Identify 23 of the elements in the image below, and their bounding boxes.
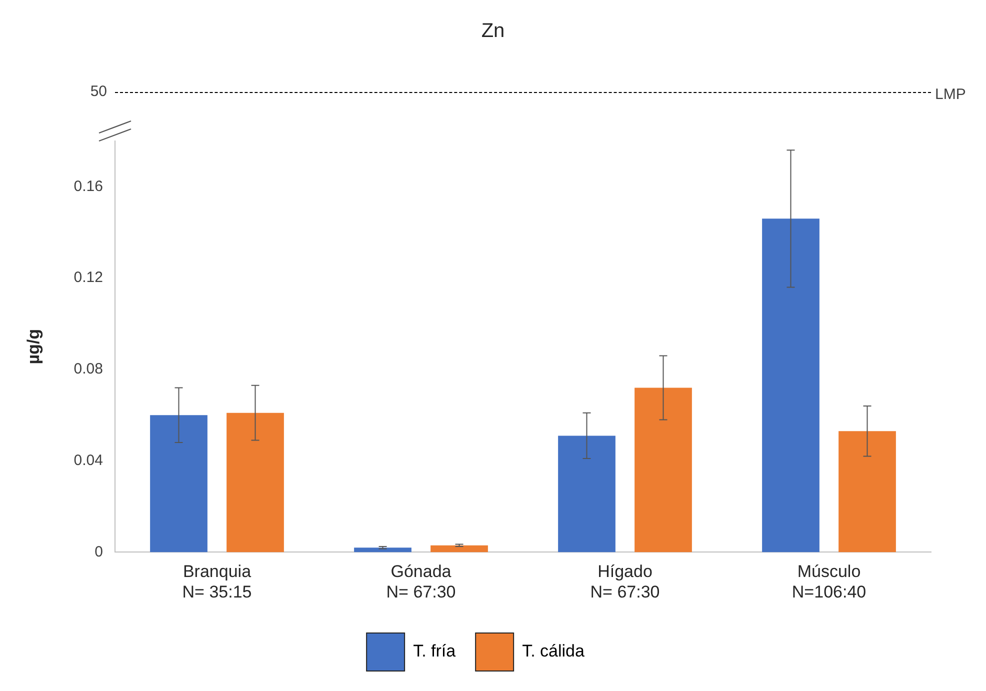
bar: [226, 412, 284, 552]
bar: [354, 548, 412, 552]
y-tick-label: 0.04: [74, 452, 103, 469]
bar: [558, 436, 616, 552]
legend-label: T. cálida: [522, 642, 585, 661]
text: LMP: [935, 86, 966, 104]
text: Zn: [480, 20, 506, 43]
x-tick-label: Gónada N= 67:30: [386, 562, 456, 602]
y-tick-label: 0.08: [74, 360, 103, 378]
bar: [838, 431, 896, 552]
x-tick-label: Hígado N= 67:30: [590, 562, 660, 602]
text: 50: [90, 83, 107, 101]
y-axis-title: µg/g: [24, 328, 43, 364]
bar: [634, 388, 692, 552]
x-tick-label: Branquia N= 35:15: [182, 562, 252, 602]
y-tick-label: 0.12: [74, 269, 103, 286]
legend-label: T. fría: [413, 642, 456, 661]
x-tick-label: Músculo N=106:40: [792, 562, 866, 602]
y-tick-label: 0: [94, 543, 103, 560]
y-tick-label: 0.16: [74, 178, 103, 195]
bar: [762, 218, 820, 552]
bar: [150, 415, 208, 552]
bar: [430, 545, 488, 552]
